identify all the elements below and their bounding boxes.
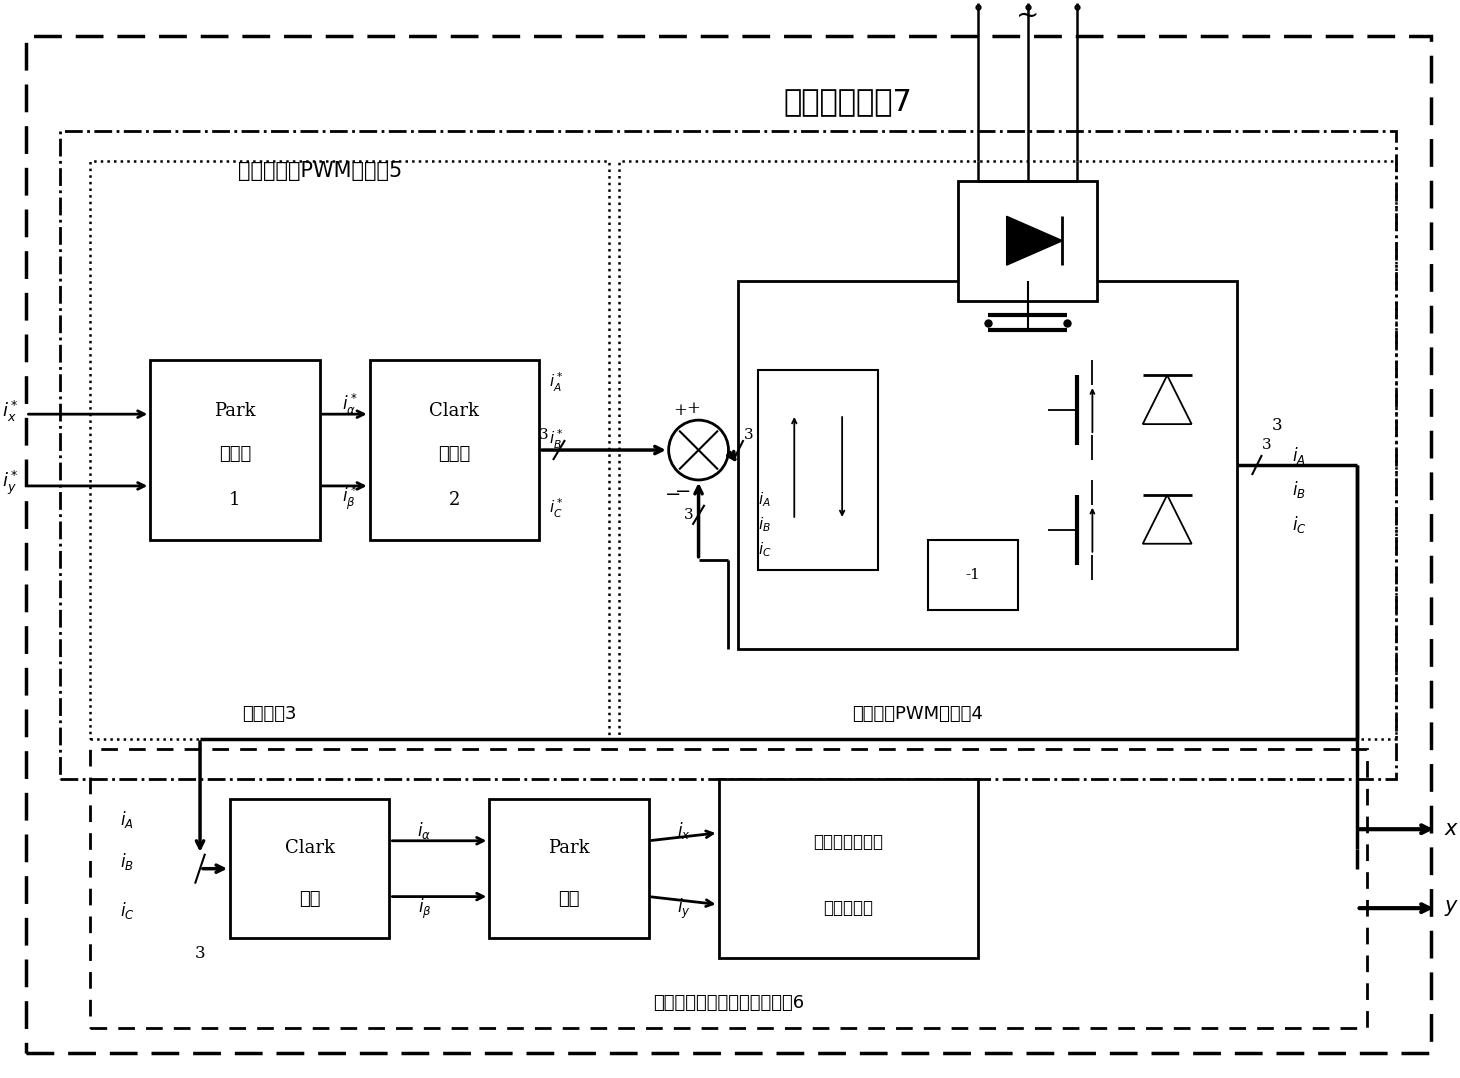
Text: $i_C$: $i_C$ <box>1292 514 1307 536</box>
Text: 无轴承同步磁阻电机径向位置6: 无轴承同步磁阻电机径向位置6 <box>653 994 804 1012</box>
Text: 3: 3 <box>1261 438 1272 452</box>
Bar <box>958 181 1098 301</box>
Text: 扩展的滞环PWM逆变器5: 扩展的滞环PWM逆变器5 <box>238 161 402 181</box>
Bar <box>369 360 539 540</box>
Text: +: + <box>686 400 701 417</box>
Bar <box>91 161 609 740</box>
Text: $i_B^*$: $i_B^*$ <box>549 428 564 451</box>
Text: $i_C$: $i_C$ <box>758 540 772 559</box>
Text: $i_A^*$: $i_A^*$ <box>549 371 564 393</box>
Text: $i_\alpha$: $i_\alpha$ <box>418 820 432 841</box>
Text: $i_x^*$: $i_x^*$ <box>3 399 19 424</box>
Bar <box>758 371 877 569</box>
Text: Clark: Clark <box>285 839 334 857</box>
Text: 3: 3 <box>1272 416 1282 433</box>
Text: $i_A$: $i_A$ <box>758 490 771 509</box>
Text: $i_x$: $i_x$ <box>677 820 691 841</box>
Text: 逆变换: 逆变换 <box>438 444 470 462</box>
Bar <box>718 779 978 958</box>
Text: $i_B$: $i_B$ <box>120 852 134 872</box>
Text: 逆变换: 逆变换 <box>219 444 251 462</box>
Polygon shape <box>1006 217 1063 265</box>
Text: Park: Park <box>548 839 590 857</box>
Text: 变换: 变换 <box>299 890 320 909</box>
Bar <box>929 540 1018 609</box>
Text: $i_\alpha^*$: $i_\alpha^*$ <box>342 391 358 417</box>
Text: 3: 3 <box>539 428 549 442</box>
Text: $i_B$: $i_B$ <box>1292 480 1305 500</box>
Text: Clark: Clark <box>429 402 479 419</box>
Bar <box>739 280 1237 649</box>
Text: $i_\beta$: $i_\beta$ <box>418 897 431 921</box>
Text: −: − <box>666 486 682 503</box>
Text: $i_C^*$: $i_C^*$ <box>549 497 564 521</box>
Text: $x$: $x$ <box>1444 819 1459 839</box>
Text: 1: 1 <box>229 492 241 509</box>
Bar <box>229 799 390 939</box>
Text: 变换: 变换 <box>558 890 580 909</box>
Text: 径向位置控制的: 径向位置控制的 <box>813 833 883 851</box>
Text: $i_\beta^*$: $i_\beta^*$ <box>342 484 358 512</box>
Bar <box>91 749 1367 1028</box>
Text: $i_y$: $i_y$ <box>677 897 691 921</box>
Text: 复合被控对象7: 复合被控对象7 <box>784 86 912 115</box>
Text: $i_A$: $i_A$ <box>120 810 134 830</box>
Text: 3: 3 <box>194 945 206 962</box>
Text: -1: -1 <box>965 568 980 582</box>
Text: 滞环电流PWM逆变器4: 滞环电流PWM逆变器4 <box>853 705 984 723</box>
Text: Park: Park <box>215 402 255 419</box>
Bar <box>619 161 1397 740</box>
Text: 2: 2 <box>448 492 460 509</box>
Text: $i_y^*$: $i_y^*$ <box>3 469 19 497</box>
Bar <box>489 799 648 939</box>
Text: 坐标变换3: 坐标变换3 <box>242 705 296 723</box>
Text: $i_C$: $i_C$ <box>120 900 134 921</box>
Text: $y$: $y$ <box>1444 898 1459 918</box>
Text: $i_A$: $i_A$ <box>1292 444 1305 466</box>
Text: +: + <box>673 402 688 418</box>
Text: 3: 3 <box>743 428 753 442</box>
Bar <box>60 132 1397 779</box>
Text: 3: 3 <box>683 508 694 522</box>
Text: −: − <box>676 483 692 501</box>
Text: 动力学模型: 动力学模型 <box>823 899 873 917</box>
Text: $i_B$: $i_B$ <box>758 515 771 534</box>
Text: ~: ~ <box>1016 3 1040 30</box>
Bar <box>150 360 320 540</box>
